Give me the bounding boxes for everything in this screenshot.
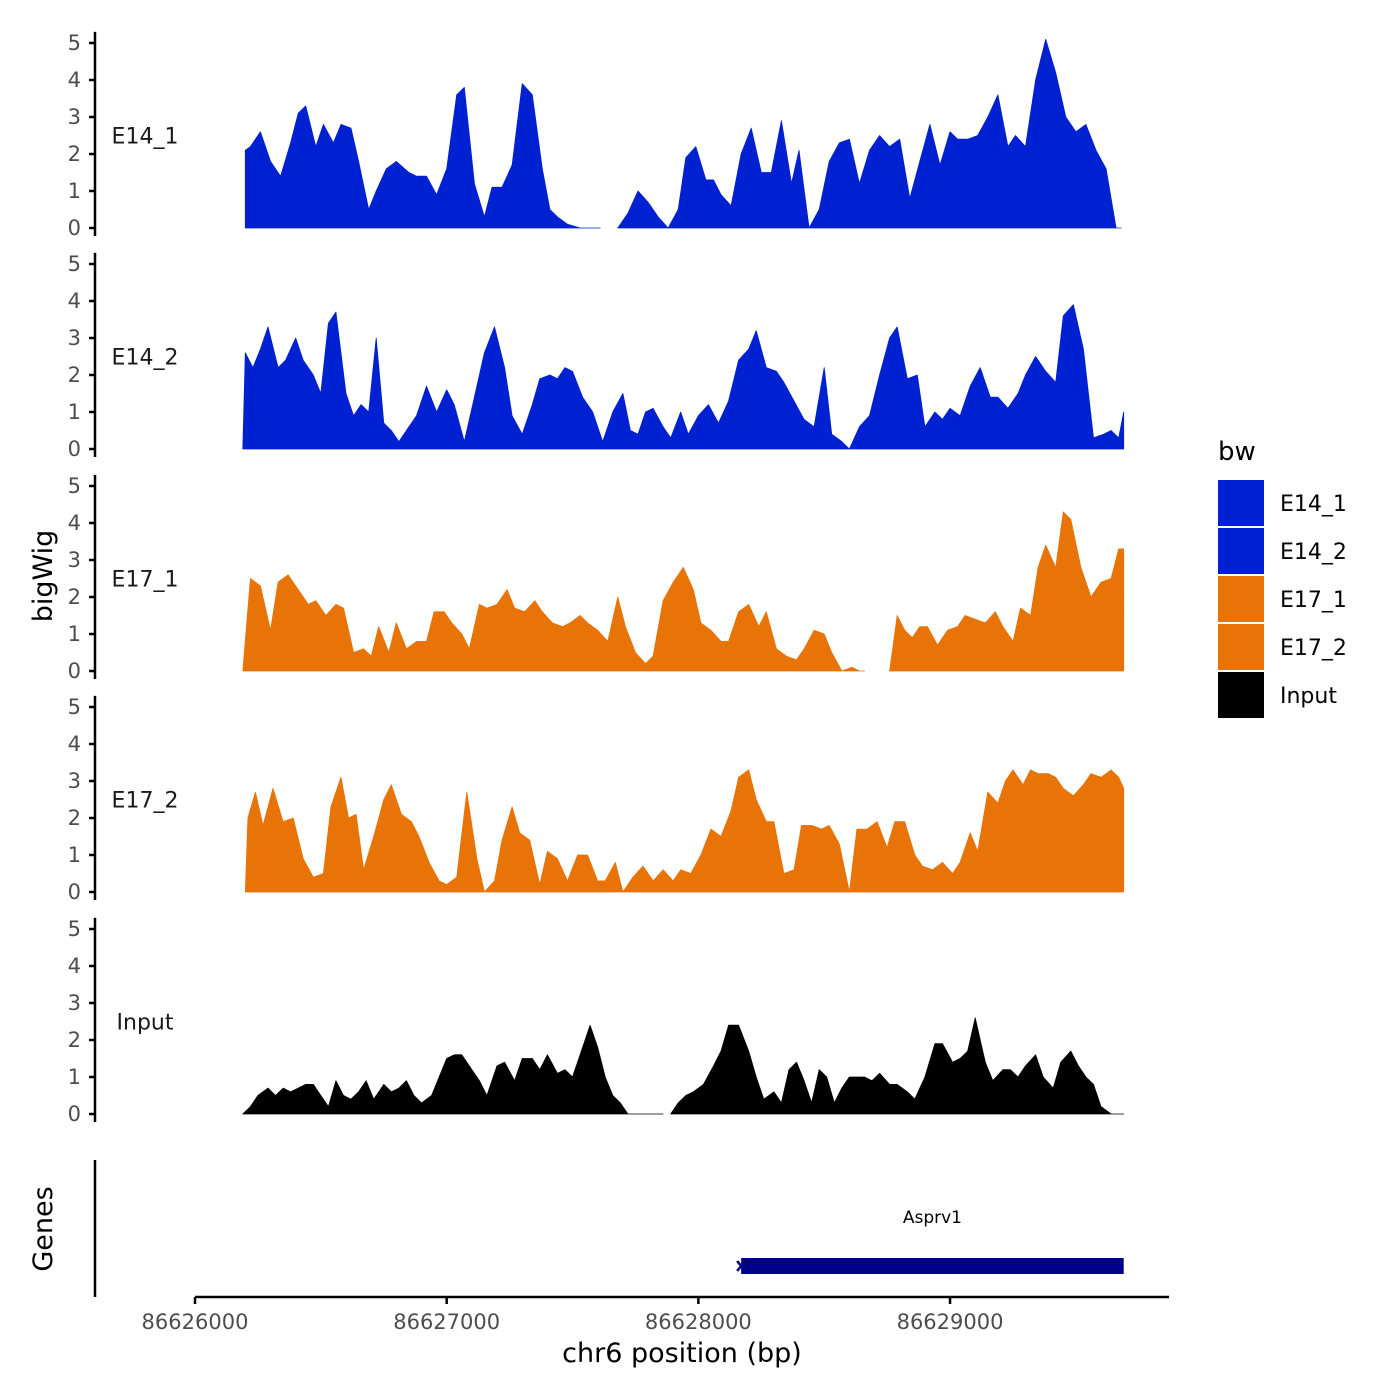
- coverage-area-e14-1: [617, 38, 1122, 229]
- y-tick-label: 0: [68, 216, 81, 240]
- track-input: 0 1 2 3 4 5 Input: [68, 917, 1125, 1126]
- y-tick-label: 4: [68, 289, 81, 313]
- y-tick-label: 4: [68, 732, 81, 756]
- legend-title: bw: [1218, 437, 1256, 467]
- track-label-input: Input: [117, 1011, 174, 1036]
- track-e17-2: 0 1 2 3 4 5 E17_2: [68, 695, 1125, 904]
- y-tick-label: 4: [68, 68, 81, 92]
- genes-track: Asprv1: [93, 1160, 1124, 1297]
- y-axis-title: bigWig: [28, 530, 59, 623]
- y-tick-label: 2: [68, 585, 81, 609]
- legend-swatch-e14-1: [1218, 480, 1264, 526]
- x-axis: 86626000 86627000 86628000 86629000: [142, 1295, 1169, 1334]
- y-tick-label: 3: [68, 769, 81, 793]
- coverage-area-e17-1: [242, 567, 865, 672]
- x-tick-label: 86628000: [645, 1310, 752, 1334]
- legend-swatch-input: [1218, 672, 1264, 718]
- legend-label-e17-1: E17_1: [1280, 588, 1347, 613]
- y-tick-label: 1: [68, 179, 81, 203]
- legend-label-e14-2: E14_2: [1280, 540, 1347, 565]
- legend-label-e17-2: E17_2: [1280, 636, 1347, 661]
- coverage-area-e17-1: [889, 511, 1125, 672]
- y-tick-label: 4: [68, 954, 81, 978]
- x-axis-title: chr6 position (bp): [562, 1338, 802, 1369]
- legend-swatch-e14-2: [1218, 528, 1264, 574]
- y-tick-label: 5: [68, 695, 81, 719]
- gene-label-asprv1: Asprv1: [903, 1208, 962, 1228]
- track-label-e17-1: E17_1: [112, 568, 179, 593]
- y-tick-label: 4: [68, 511, 81, 535]
- track-label-e14-2: E14_2: [112, 346, 179, 371]
- x-tick-label: 86629000: [897, 1310, 1004, 1334]
- y-tick-label: 3: [68, 326, 81, 350]
- y-tick-label: 0: [68, 1102, 81, 1126]
- y-tick-label: 2: [68, 363, 81, 387]
- track-e14-1: 0 1 2 3 4 5 E14_1: [68, 31, 1122, 240]
- y-tick-label: 0: [68, 880, 81, 904]
- x-tick-label: 86626000: [142, 1310, 249, 1334]
- y-tick-label: 5: [68, 474, 81, 498]
- y-tick-label: 3: [68, 991, 81, 1015]
- track-e17-1: 0 1 2 3 4 5 E17_1: [68, 474, 1125, 683]
- y-tick-label: 2: [68, 1028, 81, 1052]
- legend-label-input: Input: [1280, 684, 1337, 709]
- y-tick-label: 0: [68, 437, 81, 461]
- legend-swatch-e17-1: [1218, 576, 1264, 622]
- gene-body-asprv1: [741, 1258, 1124, 1274]
- y-tick-label: 3: [68, 548, 81, 572]
- y-tick-label: 5: [68, 31, 81, 55]
- legend-label-e14-1: E14_1: [1280, 492, 1347, 517]
- track-label-e14-1: E14_1: [112, 125, 179, 150]
- x-tick-label: 86627000: [393, 1310, 500, 1334]
- track-e14-2: 0 1 2 3 4 5 E14_2: [68, 252, 1125, 461]
- y-tick-label: 5: [68, 917, 81, 941]
- coverage-area-e14-1: [244, 83, 601, 229]
- y-tick-label: 5: [68, 252, 81, 276]
- y-tick-label: 0: [68, 659, 81, 683]
- y-tick-label: 1: [68, 843, 81, 867]
- y-tick-label: 2: [68, 142, 81, 166]
- coverage-area-input: [242, 1024, 664, 1115]
- y-tick-label: 1: [68, 1065, 81, 1089]
- coverage-area-e14-2: [242, 304, 1125, 450]
- y-tick-label: 2: [68, 806, 81, 830]
- y-tick-label: 1: [68, 400, 81, 424]
- coverage-area-input: [670, 1017, 1125, 1115]
- coverage-area-e17-2: [244, 769, 1125, 893]
- legend: bw E14_1 E14_2 E17_1 E17_2 Input: [1218, 437, 1347, 718]
- track-label-e17-2: E17_2: [112, 789, 179, 814]
- y-tick-label: 1: [68, 622, 81, 646]
- genes-axis-title: Genes: [28, 1186, 59, 1271]
- y-tick-label: 3: [68, 105, 81, 129]
- gene-strand-marker: [736, 1260, 747, 1272]
- legend-swatch-e17-2: [1218, 624, 1264, 670]
- bigwig-tracks: 0 1 2 3 4 5 E14_1 0 1 2 3 4 5 E14_2 0 1 2 3 4 5 E17_1 0 1 2 3 4 5 E…: [68, 31, 1125, 1126]
